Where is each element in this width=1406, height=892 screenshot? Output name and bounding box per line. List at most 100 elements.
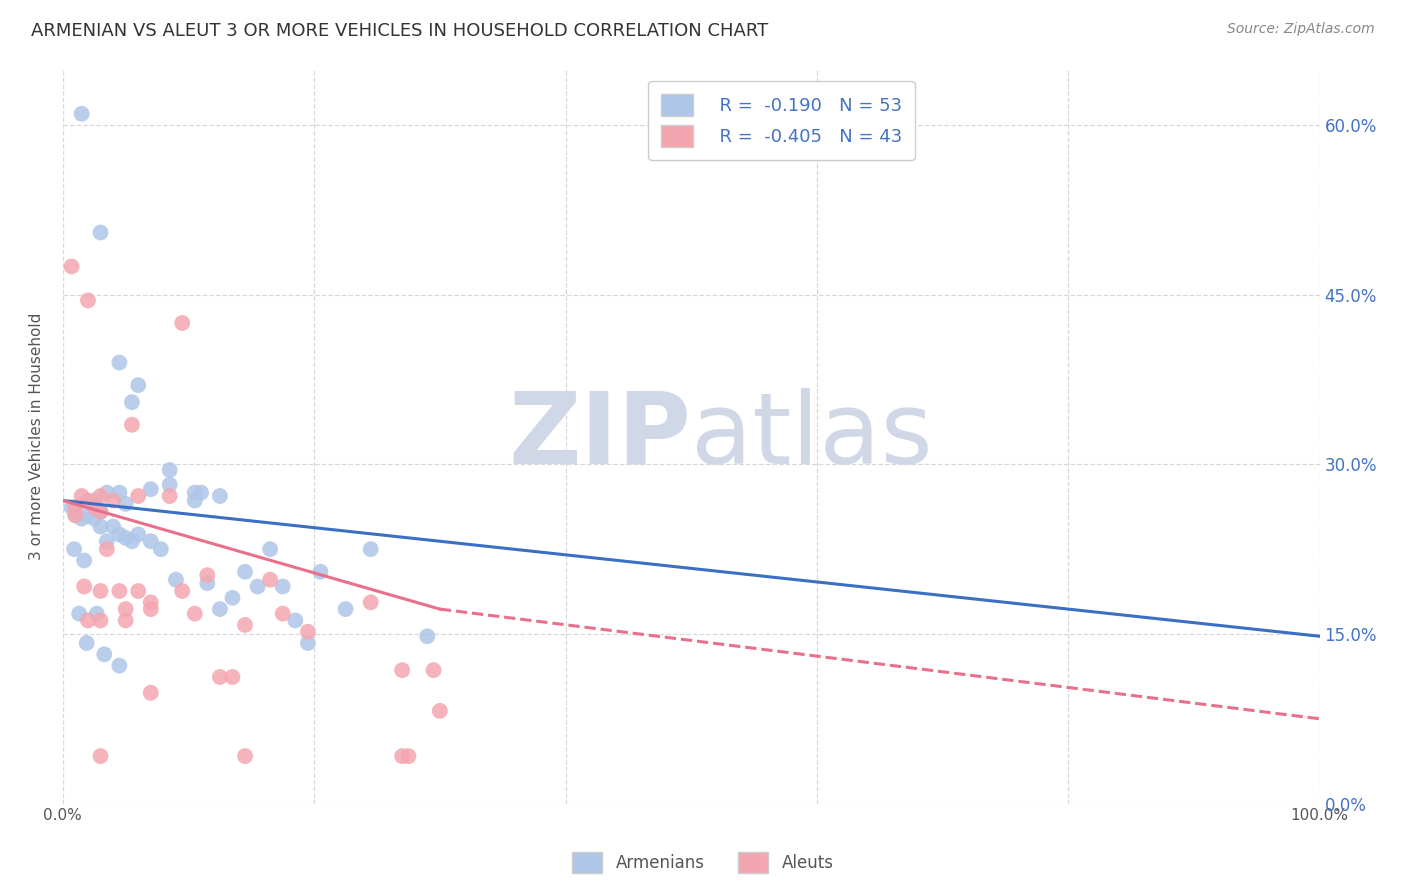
Point xyxy=(73,553,96,567)
Point xyxy=(121,417,143,432)
Point xyxy=(83,500,105,515)
Point xyxy=(96,542,118,557)
Point xyxy=(108,355,131,369)
Point xyxy=(416,629,439,643)
Point xyxy=(121,534,143,549)
Point xyxy=(63,542,86,557)
Point xyxy=(101,493,124,508)
Point xyxy=(83,493,105,508)
Point xyxy=(89,489,111,503)
Point xyxy=(73,579,96,593)
Point xyxy=(246,579,269,593)
Point xyxy=(396,749,419,764)
Point xyxy=(309,565,332,579)
Point xyxy=(139,686,162,700)
Point xyxy=(60,260,83,274)
Point xyxy=(93,648,115,662)
Point xyxy=(271,579,294,593)
Point xyxy=(139,534,162,549)
Text: ARMENIAN VS ALEUT 3 OR MORE VEHICLES IN HOUSEHOLD CORRELATION CHART: ARMENIAN VS ALEUT 3 OR MORE VEHICLES IN … xyxy=(31,22,768,40)
Point xyxy=(271,607,294,621)
Point xyxy=(108,485,131,500)
Point xyxy=(65,508,87,523)
Y-axis label: 3 or more Vehicles in Household: 3 or more Vehicles in Household xyxy=(30,312,44,560)
Point xyxy=(139,602,162,616)
Point xyxy=(297,624,319,639)
Point xyxy=(114,614,136,628)
Point xyxy=(77,508,100,523)
Point xyxy=(83,511,105,525)
Point xyxy=(108,527,131,541)
Point xyxy=(190,485,212,500)
Point xyxy=(96,534,118,549)
Point xyxy=(208,489,231,503)
Point xyxy=(284,614,307,628)
Point xyxy=(259,542,281,557)
Text: ZIP: ZIP xyxy=(509,387,692,484)
Point xyxy=(89,614,111,628)
Point xyxy=(77,614,100,628)
Point xyxy=(65,500,87,515)
Point xyxy=(422,663,444,677)
Point xyxy=(391,749,413,764)
Point xyxy=(335,602,357,616)
Text: Source: ZipAtlas.com: Source: ZipAtlas.com xyxy=(1227,22,1375,37)
Point xyxy=(101,519,124,533)
Point xyxy=(208,602,231,616)
Point xyxy=(139,595,162,609)
Point xyxy=(65,508,87,523)
Point xyxy=(208,670,231,684)
Point xyxy=(70,511,93,525)
Point xyxy=(149,542,172,557)
Point xyxy=(159,477,181,491)
Legend: Armenians, Aleuts: Armenians, Aleuts xyxy=(565,846,841,880)
Point xyxy=(76,636,98,650)
Point xyxy=(233,618,256,632)
Point xyxy=(67,607,90,621)
Point xyxy=(70,489,93,503)
Point xyxy=(139,482,162,496)
Point xyxy=(184,607,207,621)
Point xyxy=(121,395,143,409)
Point xyxy=(233,749,256,764)
Point xyxy=(259,573,281,587)
Point xyxy=(297,636,319,650)
Point xyxy=(77,293,100,308)
Text: atlas: atlas xyxy=(692,387,932,484)
Point xyxy=(165,573,187,587)
Point xyxy=(221,670,243,684)
Point xyxy=(89,519,111,533)
Point xyxy=(360,542,382,557)
Point xyxy=(108,584,131,599)
Point xyxy=(65,500,87,515)
Point xyxy=(159,463,181,477)
Point xyxy=(127,584,149,599)
Legend:   R =  -0.190   N = 53,   R =  -0.405   N = 43: R = -0.190 N = 53, R = -0.405 N = 43 xyxy=(648,81,915,160)
Point xyxy=(89,505,111,519)
Point xyxy=(172,584,194,599)
Point xyxy=(195,576,218,591)
Point xyxy=(195,568,218,582)
Point xyxy=(127,527,149,541)
Point xyxy=(108,658,131,673)
Point xyxy=(60,500,83,515)
Point xyxy=(89,584,111,599)
Point xyxy=(360,595,382,609)
Point xyxy=(89,749,111,764)
Point xyxy=(127,378,149,392)
Point xyxy=(89,505,111,519)
Point xyxy=(391,663,413,677)
Point xyxy=(96,485,118,500)
Point xyxy=(127,489,149,503)
Point xyxy=(184,493,207,508)
Point xyxy=(89,226,111,240)
Point xyxy=(429,704,451,718)
Point xyxy=(114,602,136,616)
Point xyxy=(233,565,256,579)
Point xyxy=(221,591,243,605)
Point xyxy=(172,316,194,330)
Point xyxy=(114,531,136,545)
Point xyxy=(114,497,136,511)
Point xyxy=(86,607,108,621)
Point xyxy=(159,489,181,503)
